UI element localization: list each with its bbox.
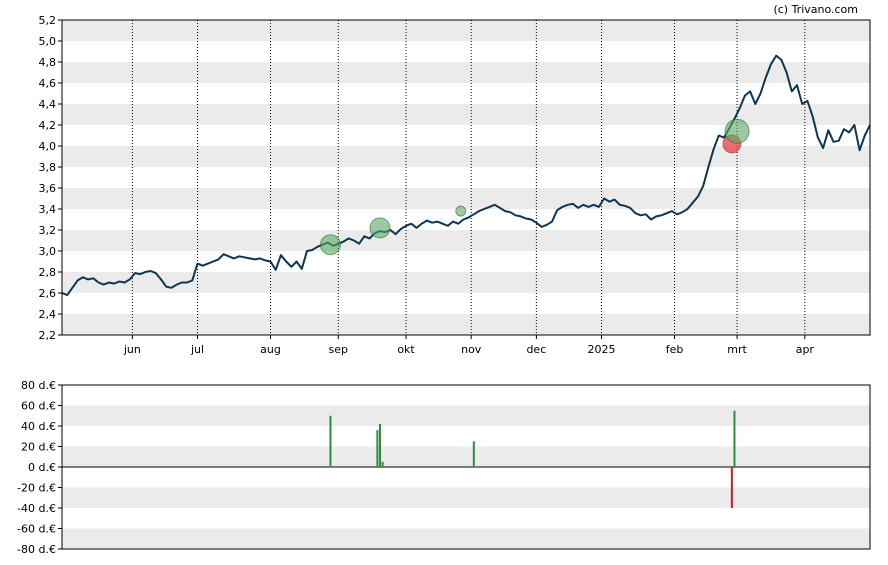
- y-tick-label: 2,4: [39, 308, 57, 321]
- y-tick-label: 2,2: [39, 329, 57, 342]
- price-grid-bands: [62, 20, 870, 335]
- x-tick-label: 2025: [588, 343, 616, 356]
- y-tick-label: 20 d.€: [21, 441, 56, 454]
- y-tick-label: 2,8: [39, 266, 57, 279]
- grid-band: [62, 62, 870, 83]
- grid-band: [62, 146, 870, 167]
- buy-marker: [319, 234, 341, 256]
- buy-marker: [724, 118, 750, 144]
- y-tick-label: 4,2: [39, 119, 57, 132]
- grid-band: [62, 528, 870, 549]
- grid-band: [62, 446, 870, 467]
- x-tick-label: feb: [666, 343, 684, 356]
- price-plot-frame: [61, 19, 871, 336]
- x-tick-label: jun: [123, 343, 141, 356]
- volume-y-axis-ticks: 80 d.€ 60 d.€ 40 d.€ 20 d.€ 0 d.€ -20 d.€ -40 …: [17, 379, 62, 556]
- y-tick-label: 40 d.€: [21, 420, 56, 433]
- x-tick-label: nov: [461, 343, 482, 356]
- grid-band: [62, 487, 870, 508]
- x-tick-label: mrt: [727, 343, 747, 356]
- volume-grid-bands: [62, 405, 870, 549]
- grid-band: [62, 104, 870, 125]
- x-tick-label: apr: [796, 343, 815, 356]
- y-tick-label: 4,4: [39, 98, 57, 111]
- y-tick-label: 0 d.€: [28, 461, 56, 474]
- x-tick-label: jul: [190, 343, 204, 356]
- grid-band: [62, 272, 870, 293]
- y-tick-label: 60 d.€: [21, 400, 56, 413]
- y-tick-label: 2,6: [39, 287, 57, 300]
- y-tick-label: 3,6: [39, 182, 57, 195]
- grid-band: [62, 314, 870, 335]
- price-y-axis-ticks: 2,2 2,4 2,6 2,8 3,0 3,2 3,4 3,6 3,8 4,0 4,2 4,4 4,6 4…: [39, 14, 62, 342]
- transaction-markers: [319, 118, 750, 256]
- x-tick-label: dec: [526, 343, 546, 356]
- copyright-label: (c) Trivano.com: [773, 3, 858, 16]
- y-tick-label: 4,8: [39, 56, 57, 69]
- y-tick-label: -40 d.€: [17, 502, 56, 515]
- y-tick-label: 3,4: [39, 203, 57, 216]
- y-tick-label: 3,8: [39, 161, 57, 174]
- buy-marker: [369, 217, 391, 239]
- grid-band: [62, 230, 870, 251]
- y-tick-label: 5,2: [39, 14, 57, 27]
- x-tick-label: okt: [397, 343, 415, 356]
- y-tick-label: 5,0: [39, 35, 57, 48]
- volume-plot-frame: [61, 384, 871, 550]
- grid-band: [62, 405, 870, 426]
- y-tick-label: 4,6: [39, 77, 57, 90]
- y-tick-label: -60 d.€: [17, 523, 56, 536]
- buy-marker: [455, 205, 467, 217]
- y-tick-label: -20 d.€: [17, 482, 56, 495]
- x-tick-label: sep: [329, 343, 348, 356]
- y-tick-label: 4,0: [39, 140, 57, 153]
- price-series-line: [61, 54, 871, 297]
- grid-band: [62, 20, 870, 41]
- y-tick-label: 3,0: [39, 245, 57, 258]
- y-tick-label: 80 d.€: [21, 379, 56, 392]
- grid-band: [62, 188, 870, 209]
- price-x-axis-ticks: jun jul aug sep okt nov dec 2025 feb mrt apr: [123, 335, 815, 356]
- y-tick-label: 3,2: [39, 224, 57, 237]
- transaction-bars: [329, 410, 736, 508]
- x-tick-label: aug: [260, 343, 281, 356]
- y-tick-label: -80 d.€: [17, 543, 56, 556]
